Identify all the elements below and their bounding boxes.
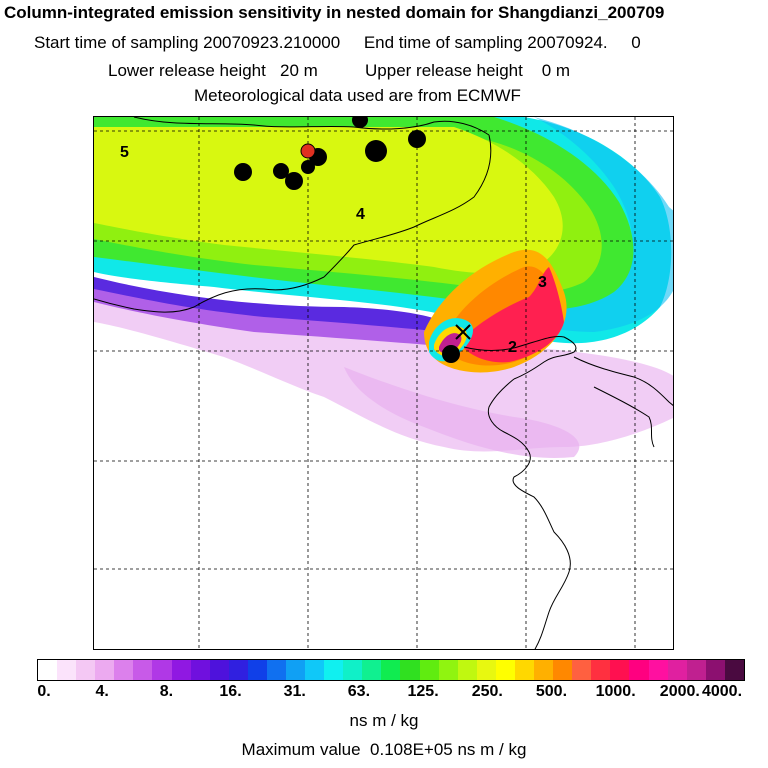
colorbar-segment (686, 660, 706, 680)
plume-label-4: 4 (356, 206, 365, 223)
colorbar-tick-label: 2000. (659, 683, 700, 700)
colorbar-segment (495, 660, 515, 680)
colorbar-segment (209, 660, 229, 680)
colorbar-segment (152, 660, 172, 680)
colorbar-segment (648, 660, 668, 680)
colorbar-segment (724, 660, 744, 680)
colorbar-tick-label: 500. (535, 683, 568, 700)
colorbar-segment (76, 660, 96, 680)
colorbar-segment (476, 660, 496, 680)
colorbar-unit-label: ns m / kg (349, 711, 419, 730)
colorbar-segment (286, 660, 306, 680)
plume-label-2: 2 (508, 339, 517, 356)
colorbar-segment (190, 660, 210, 680)
met-data-line: Meteorological data used are from ECMWF (194, 86, 521, 105)
colorbar-tick-label: 4000. (701, 683, 743, 700)
colorbar-segment (457, 660, 477, 680)
colorbar-segment (133, 660, 153, 680)
colorbar-segment (534, 660, 554, 680)
colorbar-segment (305, 660, 325, 680)
colorbar-segment (95, 660, 115, 680)
colorbar-tick-label: 4. (95, 683, 109, 700)
colorbar-segment (400, 660, 420, 680)
emission-sensitivity-map: 5 4 3 2 (93, 116, 674, 650)
colorbar-segment (228, 660, 248, 680)
colorbar-segment (553, 660, 573, 680)
colorbar-segment (667, 660, 687, 680)
trajectory-dots (234, 117, 460, 363)
colorbar-segment (610, 660, 630, 680)
receptor-marker-red (300, 143, 316, 159)
colorbar-segment (381, 660, 401, 680)
colorbar-segment (38, 660, 58, 680)
colorbar-tick-label: 63. (347, 683, 371, 700)
colorbar-segment (362, 660, 382, 680)
colorbar-segment (171, 660, 191, 680)
colorbar-tick-label: 1000. (595, 683, 636, 700)
plume-label-5: 5 (120, 144, 129, 161)
plot-title: Column-integrated emission sensitivity i… (4, 3, 665, 22)
colorbar-tick-label: 125. (407, 683, 439, 700)
colorbar-segment (324, 660, 344, 680)
colorbar-tick-label: 0. (37, 683, 51, 700)
map-canvas: 5 4 3 2 (94, 117, 673, 649)
max-value-text: Maximum value 0.108E+05 ns m / kg (241, 740, 527, 759)
colorbar-segment (343, 660, 363, 680)
sampling-time-line: Start time of sampling 20070923.210000 E… (34, 33, 641, 52)
colorbar-segment (629, 660, 649, 680)
colorbar-segment (266, 660, 287, 680)
colorbar-tick-label: 8. (159, 683, 174, 700)
coastlines (94, 117, 673, 649)
colorbar-segment (114, 660, 134, 680)
colorbar (37, 659, 745, 681)
colorbar-segment (438, 660, 458, 680)
release-height-line: Lower release height 20 m Upper release … (108, 61, 571, 80)
colorbar-segment (514, 660, 535, 680)
colorbar-segment (705, 660, 725, 680)
colorbar-segment (419, 660, 439, 680)
lat-lon-grid (94, 117, 673, 649)
colorbar-tick-label: 250. (471, 683, 503, 700)
colorbar-tick-label: 31. (283, 683, 306, 700)
colorbar-tick-label: 16. (219, 683, 242, 700)
receptor-cross-icon (455, 324, 471, 340)
colorbar-segment (591, 660, 611, 680)
colorbar-segment (247, 660, 267, 680)
colorbar-segment (57, 660, 77, 680)
plume-label-3: 3 (538, 274, 547, 291)
colorbar-segment (572, 660, 592, 680)
